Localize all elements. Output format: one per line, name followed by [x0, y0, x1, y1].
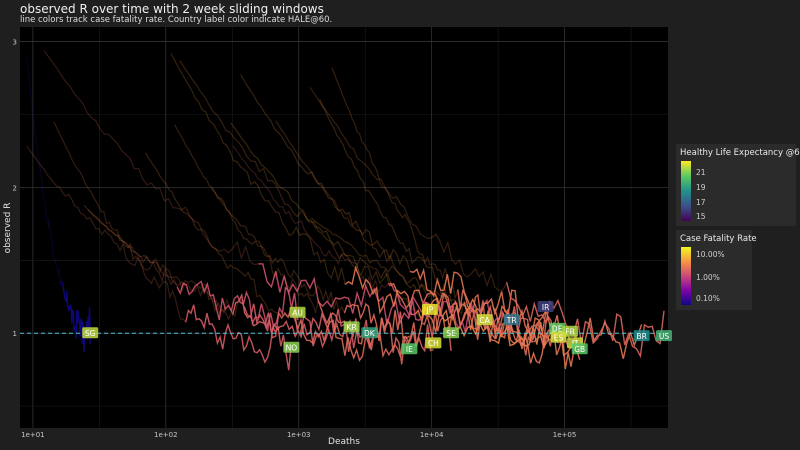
country-label-ch: CH — [425, 337, 442, 349]
trajectory-line — [343, 302, 452, 351]
trajectory-line — [185, 304, 292, 371]
country-label-text: IR — [542, 303, 549, 312]
country-label-box — [503, 314, 520, 326]
country-label-box — [443, 327, 460, 339]
country-label-es: ES — [550, 331, 567, 343]
country-label-ca: CA — [476, 314, 493, 326]
legend-hale: Healthy Life Expectancy @60 21 19 17 15 — [676, 144, 800, 226]
chart-subtitle: line colors track case fatality rate. Co… — [20, 15, 333, 25]
x-tick-label: 1e+04 — [420, 431, 444, 439]
country-label-text: NO — [286, 344, 298, 353]
country-label-text: SE — [446, 329, 456, 338]
country-label-text: DK — [364, 329, 376, 338]
legend-cfr-label: 0.10% — [696, 294, 720, 303]
country-label-text: AU — [292, 309, 303, 318]
country-label-tr: TR — [503, 314, 520, 326]
y-axis-ticks: 1 2 3 — [13, 39, 17, 339]
plot-panel — [20, 27, 668, 428]
x-tick-label: 1e+02 — [154, 431, 178, 439]
trajectory-line — [506, 282, 665, 359]
country-label-text: TR — [506, 316, 517, 325]
legend-cfr-colorbar — [681, 247, 691, 305]
x-tick-label: 1e+01 — [21, 431, 45, 439]
legend-hale-label: 15 — [696, 212, 706, 221]
country-label-text: GB — [574, 345, 585, 354]
country-label-text: SG — [85, 329, 96, 338]
country-label-box — [550, 331, 567, 343]
country-label-box — [425, 337, 442, 349]
grid-lines — [20, 27, 668, 428]
legend-hale-label: 21 — [696, 168, 706, 177]
trajectory-line — [232, 292, 353, 353]
country-label-box — [283, 341, 300, 353]
country-label-text: US — [659, 332, 669, 341]
legend-cfr-title: Case Fatality Rate — [680, 234, 757, 244]
y-tick-label: 2 — [13, 184, 17, 192]
y-tick-label: 1 — [13, 330, 17, 338]
country-label-de: DE — [549, 322, 566, 334]
y-tick-label: 3 — [13, 39, 17, 47]
country-label-text: IE — [406, 345, 413, 354]
country-label-box — [401, 343, 418, 355]
country-label-text: KR — [347, 323, 357, 332]
country-label-box — [421, 303, 438, 315]
country-label-dk: DK — [361, 327, 378, 339]
country-label-box — [537, 300, 554, 312]
legend-hale-colorbar — [681, 161, 691, 221]
x-axis-ticks: 1e+01 1e+02 1e+03 1e+04 1e+05 — [21, 431, 576, 439]
country-label-box — [656, 330, 673, 342]
country-label-sg: SG — [82, 327, 99, 339]
country-label-box — [549, 322, 566, 334]
x-tick-label: 1e+03 — [287, 431, 311, 439]
legend-cfr-label: 10.00% — [696, 250, 725, 259]
country-label-text: JP — [426, 306, 434, 315]
country-label-text: FR — [565, 328, 575, 337]
country-label-us: US — [656, 330, 673, 342]
trajectory-line — [421, 297, 576, 357]
country-label-ie: IE — [401, 343, 418, 355]
country-label-text: CH — [428, 339, 439, 348]
country-label-box — [82, 327, 99, 339]
country-label-br: BR — [633, 330, 650, 342]
legend-hale-title: Healthy Life Expectancy @60 — [680, 148, 800, 158]
country-label-box — [476, 314, 493, 326]
legend-hale-label: 17 — [696, 198, 706, 207]
country-label-box — [361, 327, 378, 339]
country-label-gb: GB — [571, 343, 588, 355]
chart-title: observed R over time with 2 week sliding… — [20, 2, 324, 16]
country-label-text: CA — [479, 316, 490, 325]
country-label-text: ES — [554, 333, 564, 342]
country-label-box — [289, 306, 306, 318]
legend-cfr-label: 1.00% — [696, 273, 720, 282]
country-labels: SGAUNOKRDKIEJPCHSECATRIRDEFRESITGBBRUS — [82, 300, 673, 355]
country-label-ir: IR — [537, 300, 554, 312]
country-label-se: SE — [443, 327, 460, 339]
x-tick-label: 1e+05 — [553, 431, 577, 439]
country-label-text: BR — [636, 332, 646, 341]
country-label-kr: KR — [343, 321, 360, 333]
country-label-jp: JP — [421, 303, 438, 315]
legend-cfr: Case Fatality Rate 10.00% 1.00% 0.10% — [676, 230, 757, 310]
country-label-box — [343, 321, 360, 333]
trajectory-line — [291, 313, 410, 362]
country-label-box — [633, 330, 650, 342]
y-axis-label: observed R — [3, 203, 13, 254]
legend-hale-label: 19 — [696, 183, 706, 192]
country-label-box — [571, 343, 588, 355]
country-label-no: NO — [283, 341, 300, 353]
country-label-text: DE — [552, 325, 563, 334]
x-axis-label: Deaths — [328, 437, 360, 447]
country-label-au: AU — [289, 306, 306, 318]
